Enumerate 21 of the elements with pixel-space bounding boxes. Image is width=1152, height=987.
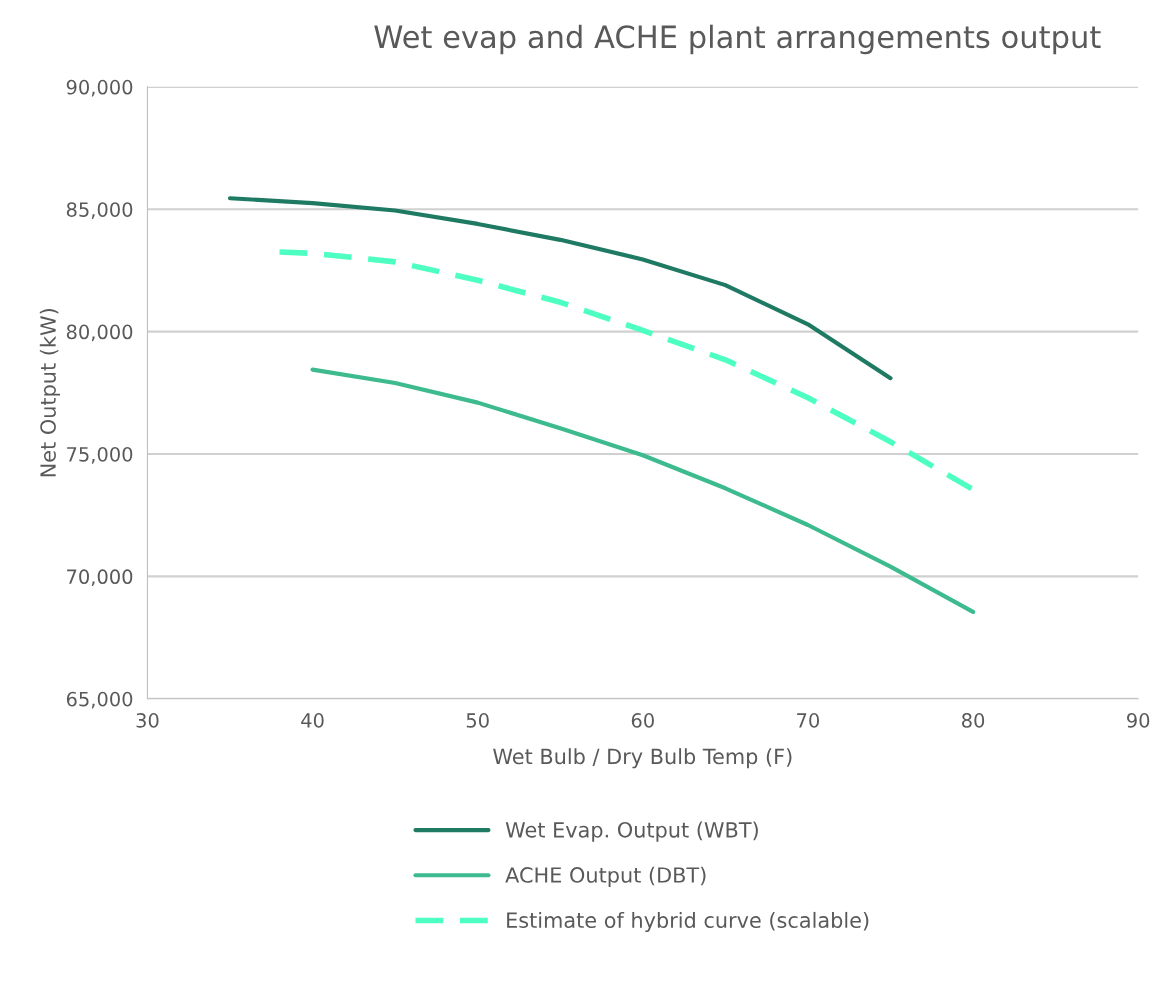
y-tick-label: 80,000 xyxy=(66,324,133,342)
x-tick-label: 80 xyxy=(962,713,985,728)
x-tick-label: 60 xyxy=(631,713,654,728)
legend-label: ACHE Output (DBT) xyxy=(505,866,706,887)
y-tick-label: 90,000 xyxy=(66,79,133,97)
x-tick-label: 70 xyxy=(797,713,820,728)
legend-label: Estimate of hybrid curve (scalable) xyxy=(507,911,869,933)
y-axis-title: Net Output (kW) xyxy=(39,309,60,477)
x-axis-title: Wet Bulb / Dry Bulb Temp (F) xyxy=(493,748,792,769)
y-tick-label: 75,000 xyxy=(67,446,133,464)
x-tick-label: 30 xyxy=(136,713,159,728)
x-tick-label: 40 xyxy=(301,713,324,728)
x-tick-label: 50 xyxy=(466,713,489,728)
line-series xyxy=(310,367,976,614)
line-series xyxy=(227,196,893,381)
y-tick-label: 70,000 xyxy=(67,569,133,587)
y-tick-label: 65,000 xyxy=(66,691,133,709)
legend-label: Wet Evap. Output (WBT) xyxy=(505,821,758,842)
x-tick-label: 90 xyxy=(1127,713,1150,728)
y-tick-label: 85,000 xyxy=(66,202,133,219)
chart-title: Wet evap and ACHE plant arrangements output xyxy=(374,24,1101,55)
